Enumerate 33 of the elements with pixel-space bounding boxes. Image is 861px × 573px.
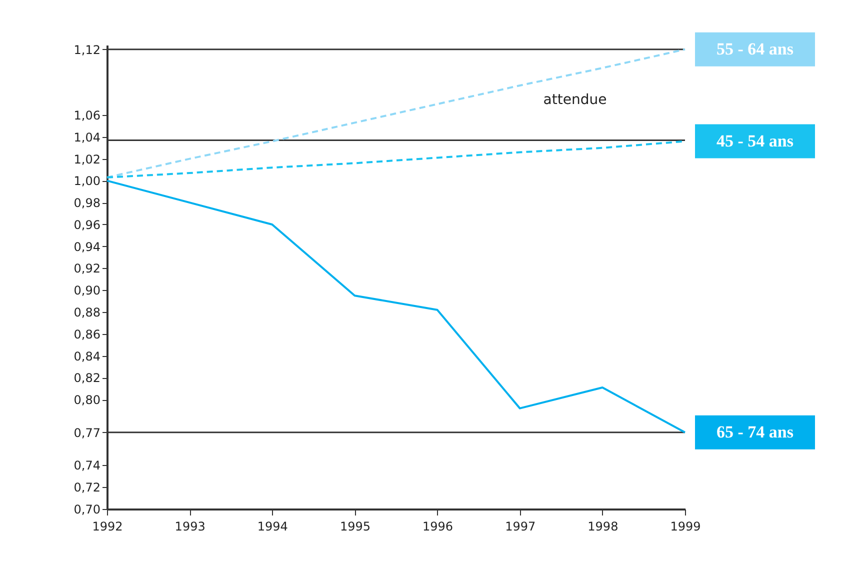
y-tick-label: 0,94 <box>74 240 100 254</box>
x-tick-label: 1994 <box>257 520 288 534</box>
series-label: 45 - 54 ans <box>716 131 794 150</box>
y-tick-label: 0,86 <box>74 327 100 342</box>
series-label: 55 - 64 ans <box>716 39 794 58</box>
x-tick-label: 1993 <box>174 520 206 534</box>
line-series <box>106 48 686 178</box>
annotation: attendue <box>543 92 607 108</box>
x-tick-label: 1998 <box>588 520 618 534</box>
y-tick-label: 1,00 <box>74 174 100 188</box>
y-tick-label: 0,72 <box>74 480 100 495</box>
y-tick-label: 0,88 <box>74 306 100 320</box>
series-label: 65 - 74 ans <box>716 422 794 442</box>
y-tick-label: 0,82 <box>74 371 100 386</box>
x-tick-label: 1999 <box>670 520 701 534</box>
y-tick-label: 0,84 <box>74 349 100 364</box>
x-tick-label: 1997 <box>505 520 536 534</box>
y-tick-label: 0,96 <box>74 218 100 232</box>
y-tick-label: 0,77 <box>74 426 100 440</box>
line-series <box>106 180 686 434</box>
x-tick-label: 1992 <box>92 520 123 534</box>
y-tick-label: 0,98 <box>74 196 100 210</box>
y-tick-label: 0,90 <box>74 284 100 298</box>
y-tick-label: 1,02 <box>74 152 100 166</box>
y-tick-label: 1,12 <box>74 42 100 57</box>
x-tick-label: 1996 <box>422 520 454 534</box>
x-tick-label: 1995 <box>340 520 370 534</box>
y-tick-label: 1,06 <box>74 108 100 123</box>
y-tick-label: 0,80 <box>74 393 100 408</box>
y-tick-label: 0,74 <box>74 458 100 473</box>
y-tick-label: 0,92 <box>74 262 100 276</box>
y-tick-label: 1,04 <box>74 130 100 144</box>
y-tick-label: 0,70 <box>74 502 100 516</box>
